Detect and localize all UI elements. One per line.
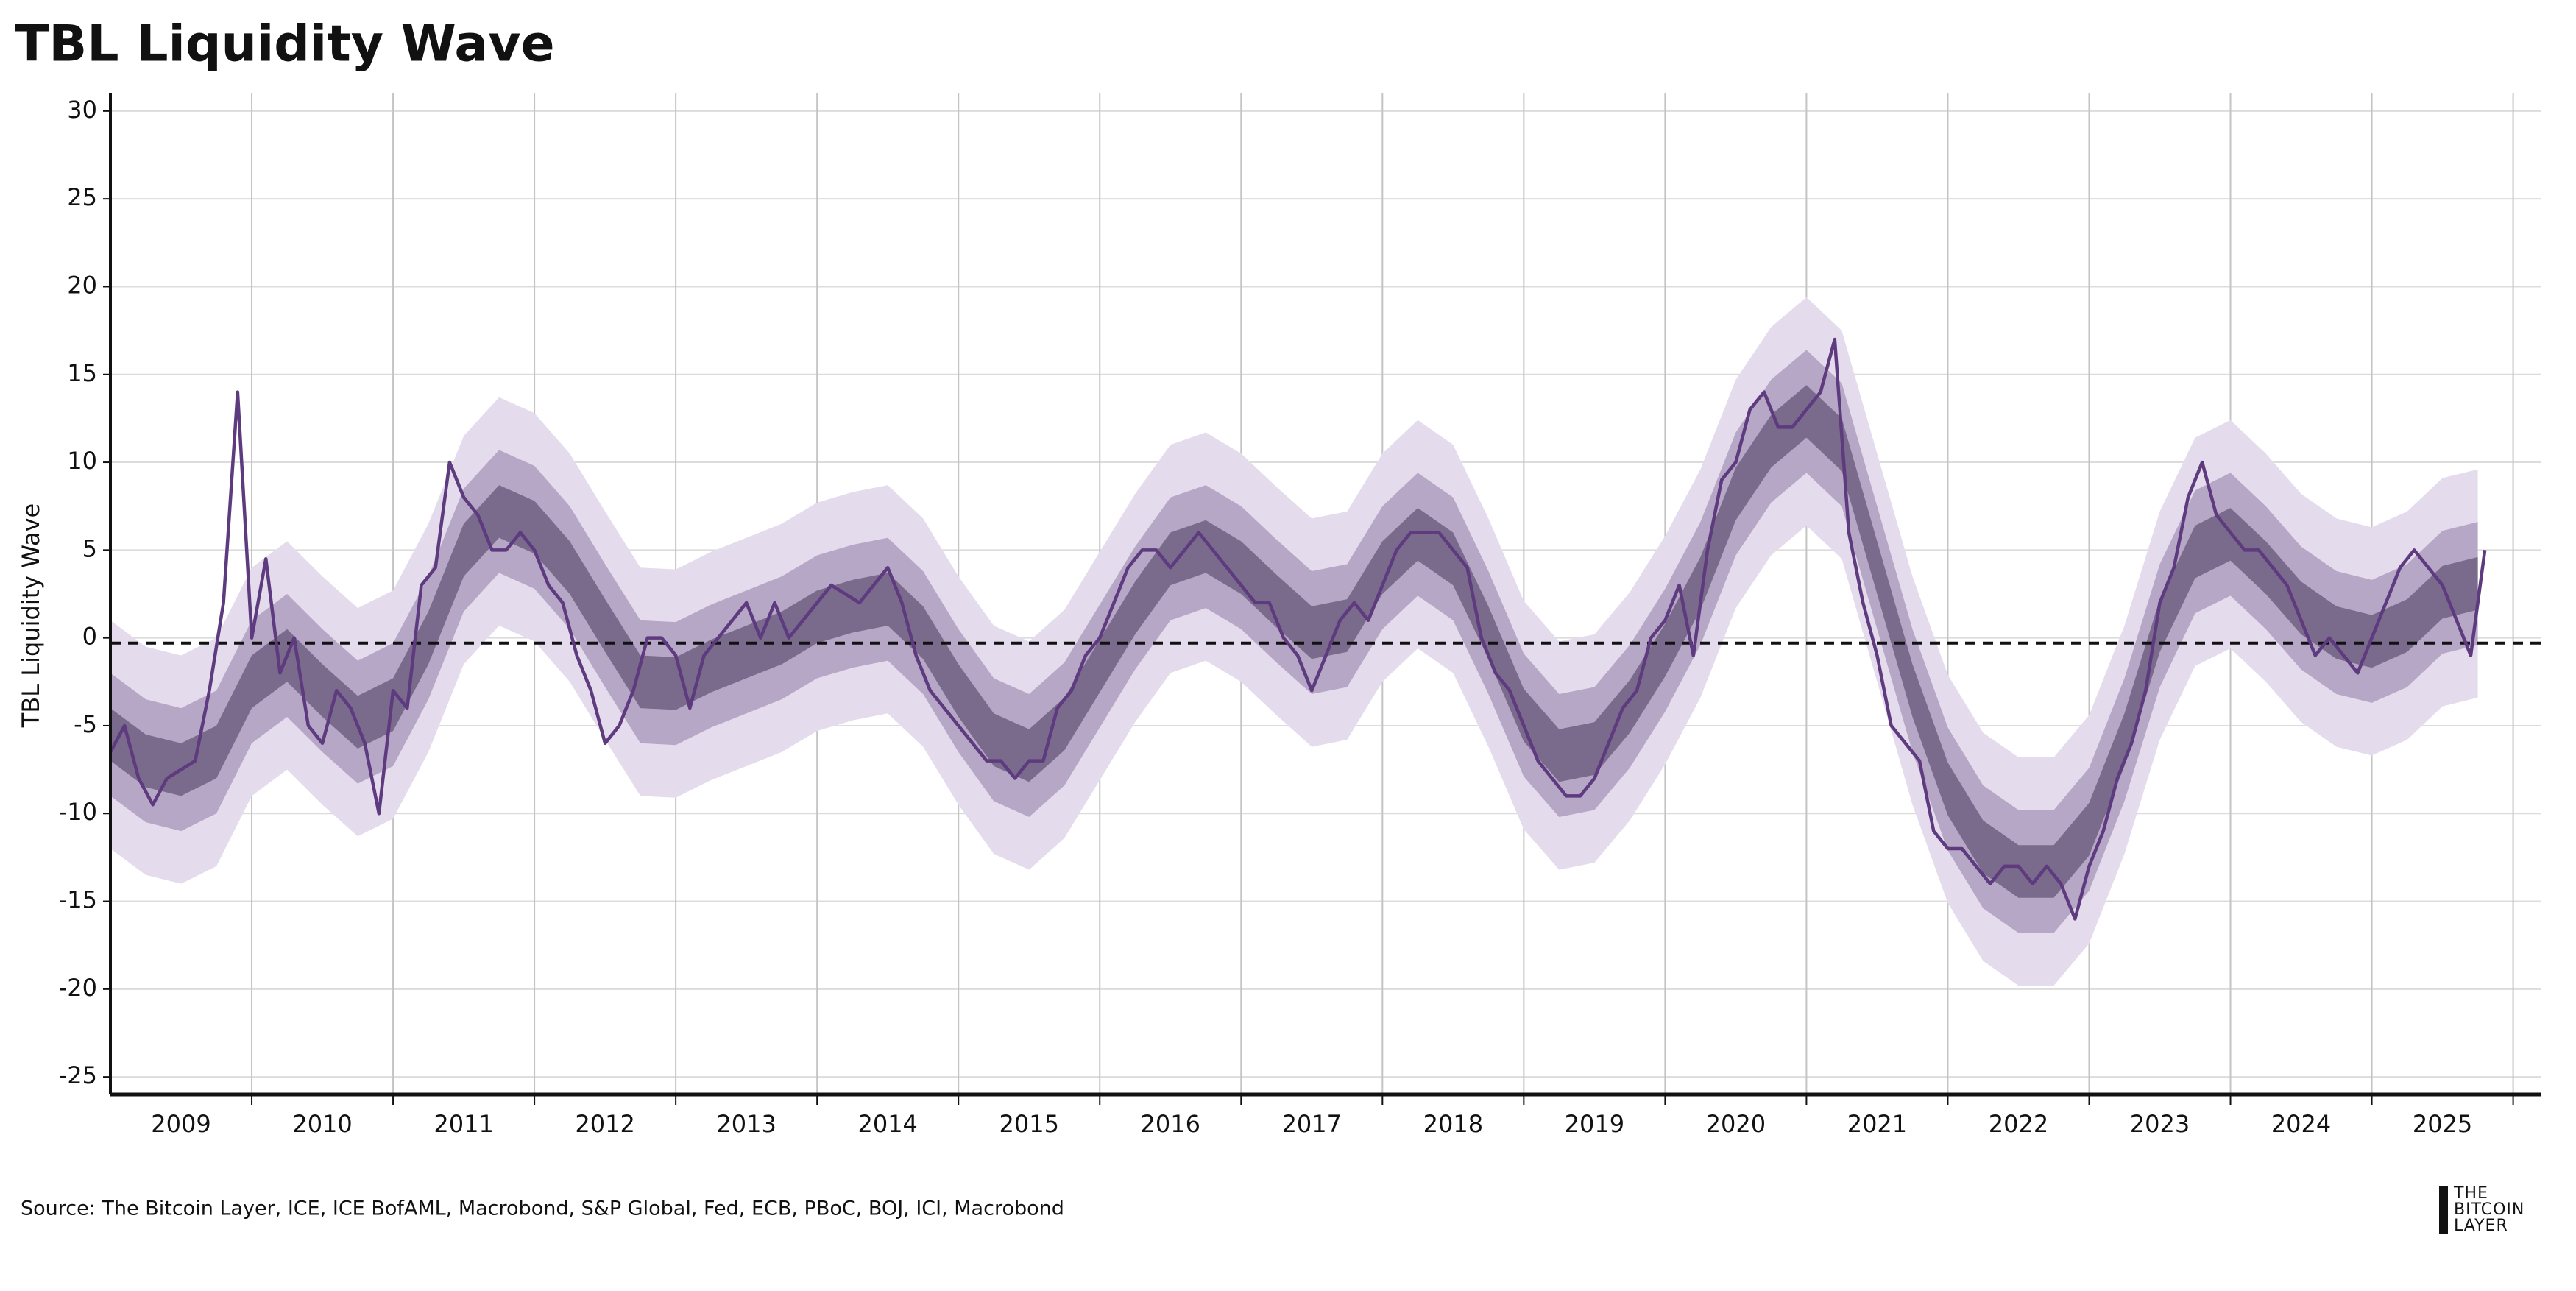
- y-tick-label: 20: [67, 271, 97, 299]
- x-tick-label: 2009: [151, 1110, 210, 1138]
- logo-text: THE: [2453, 1184, 2488, 1203]
- x-tick-label: 2025: [2413, 1110, 2472, 1138]
- y-tick-label: -25: [59, 1061, 97, 1089]
- y-tick-label: 15: [67, 359, 97, 387]
- x-tick-label: 2013: [716, 1110, 776, 1138]
- y-axis-label: TBL Liquidity Wave: [17, 503, 45, 728]
- x-tick-label: 2019: [1565, 1110, 1624, 1138]
- y-tick-label: -10: [59, 798, 97, 826]
- y-tick-label: -5: [74, 710, 97, 738]
- y-tick-label: 25: [67, 183, 97, 211]
- x-tick-label: 2015: [999, 1110, 1059, 1138]
- y-tick-label: -20: [59, 974, 97, 1002]
- x-tick-label: 2014: [857, 1110, 917, 1138]
- x-tick-label: 2011: [434, 1110, 493, 1138]
- logo-text: LAYER: [2454, 1217, 2508, 1235]
- x-tick-label: 2012: [575, 1110, 634, 1138]
- liquidity-line: [109, 337, 2487, 921]
- x-tick-label: 2022: [1989, 1110, 2048, 1138]
- logo-bar: [2439, 1186, 2448, 1234]
- x-tick-label: 2010: [292, 1110, 352, 1138]
- x-tick-label: 2023: [2130, 1110, 2190, 1138]
- wave-band: [110, 385, 2478, 898]
- x-tick-label: 2020: [1706, 1110, 1766, 1138]
- y-tick-label: 30: [67, 96, 97, 124]
- y-tick-label: -15: [59, 886, 97, 914]
- x-tick-label: 2018: [1423, 1110, 1483, 1138]
- y-tick-label: 10: [67, 447, 97, 475]
- logo-text: BITCOIN: [2454, 1200, 2524, 1219]
- x-tick-label: 2021: [1847, 1110, 1907, 1138]
- y-tick-label: 0: [82, 623, 97, 651]
- x-tick-label: 2016: [1141, 1110, 1200, 1138]
- source-note: Source: The Bitcoin Layer, ICE, ICE BofA…: [21, 1198, 1064, 1220]
- x-tick-label: 2024: [2271, 1110, 2331, 1138]
- x-tick-label: 2017: [1282, 1110, 1342, 1138]
- y-tick-label: 5: [82, 534, 97, 562]
- chart-title: TBL Liquidity Wave: [15, 15, 555, 74]
